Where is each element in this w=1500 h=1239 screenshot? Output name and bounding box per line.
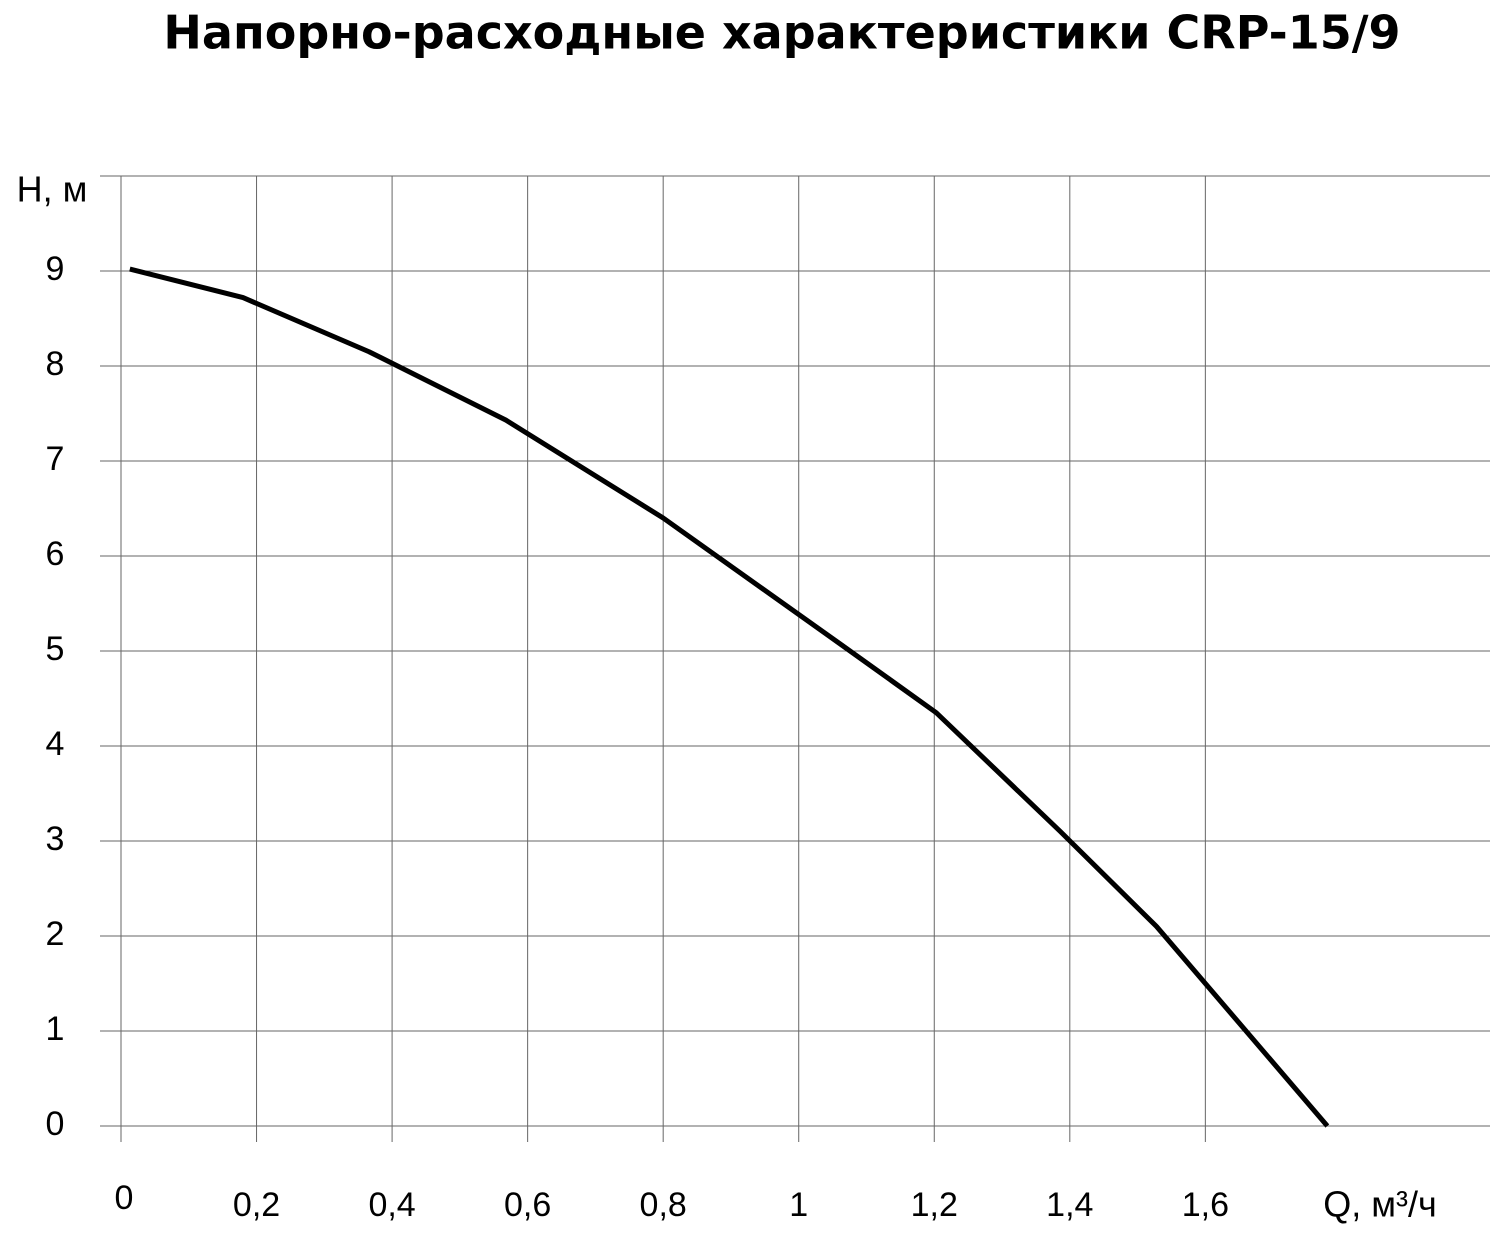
y-tick-label: 6 bbox=[46, 535, 65, 573]
y-tick-label: 9 bbox=[46, 250, 65, 288]
x-tick-label: 0,6 bbox=[504, 1186, 551, 1224]
x-tick-label: 0,4 bbox=[368, 1186, 415, 1224]
y-tick-label: 2 bbox=[46, 915, 65, 953]
y-tick-label: 8 bbox=[46, 345, 65, 383]
x-tick-label: 0 bbox=[115, 1179, 134, 1217]
x-tick-label: 0,2 bbox=[233, 1186, 280, 1224]
y-tick-label: 5 bbox=[46, 630, 65, 668]
y-tick-label: 3 bbox=[46, 820, 65, 858]
x-tick-label: 1,2 bbox=[911, 1186, 958, 1224]
y-tick-label: 1 bbox=[46, 1010, 65, 1048]
x-tick-label: 1,6 bbox=[1182, 1186, 1229, 1224]
y-axis-label: H, м bbox=[17, 169, 88, 210]
y-tick-label: 0 bbox=[46, 1105, 65, 1143]
chart-title: Напорно-расходные характеристики CRP-15/… bbox=[163, 6, 1400, 60]
x-tick-label: 1,4 bbox=[1046, 1186, 1093, 1224]
curve bbox=[129, 266, 1330, 1128]
x-tick-label: 0,8 bbox=[640, 1186, 687, 1224]
x-axis-label: Q, м³/ч bbox=[1323, 1184, 1437, 1225]
x-tick-label: 1 bbox=[789, 1186, 808, 1224]
y-tick-label: 4 bbox=[46, 725, 65, 763]
y-tick-label: 7 bbox=[46, 440, 65, 478]
